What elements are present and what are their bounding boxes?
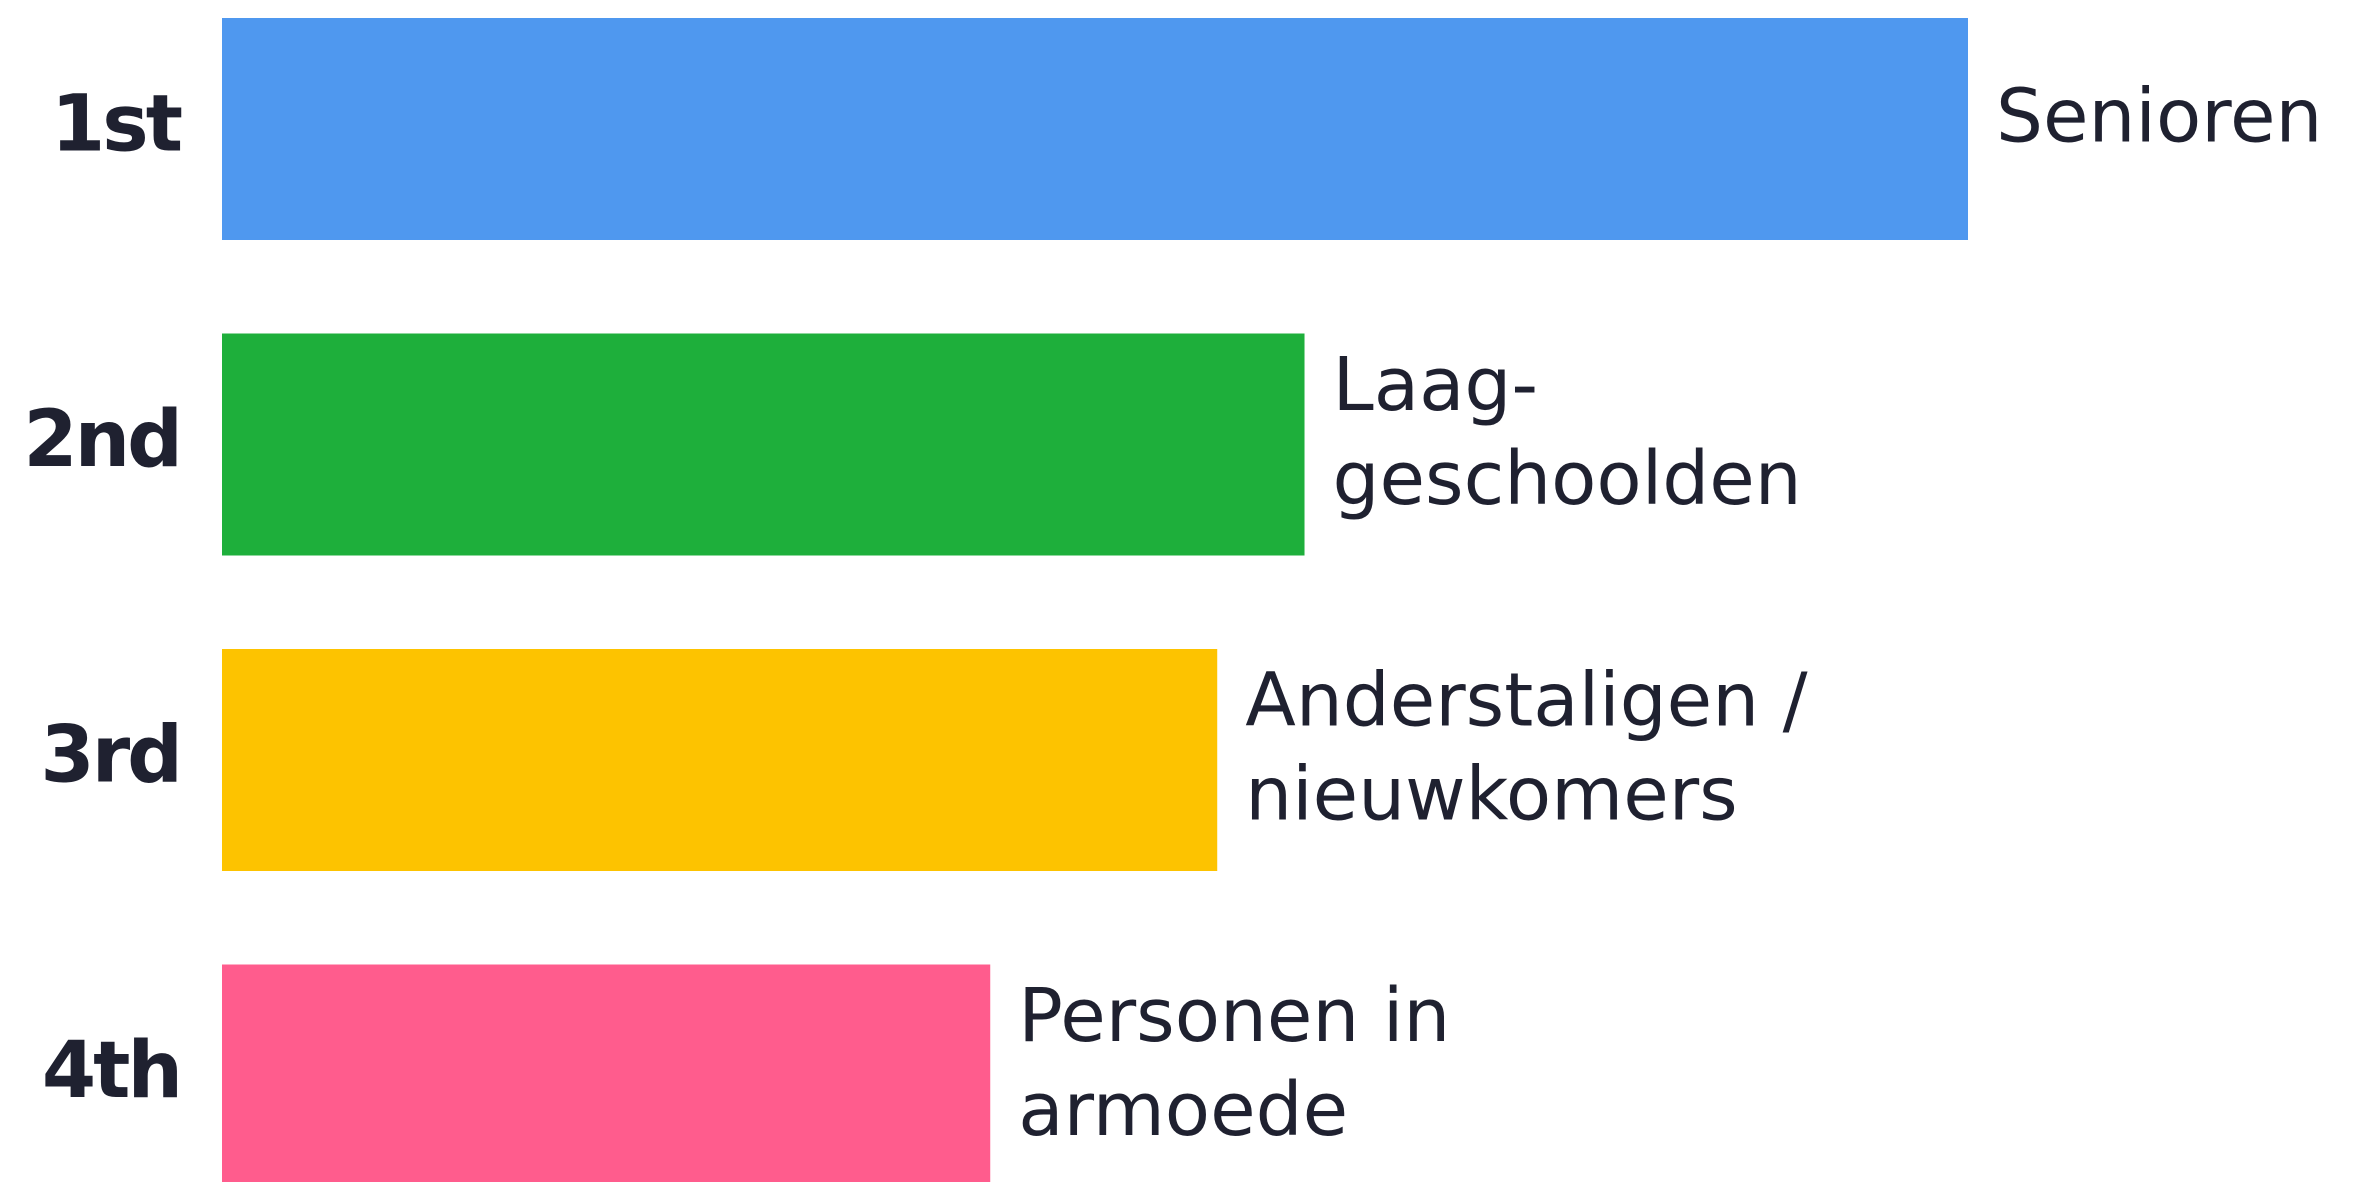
bar-label: armoede <box>1018 1067 1348 1153</box>
bar <box>222 964 991 1182</box>
bar <box>222 18 1968 240</box>
bar-label: Senioren <box>1996 74 2322 160</box>
rank-label: 2nd <box>23 395 180 485</box>
rank-label: 1st <box>51 79 182 169</box>
rank-label: 4th <box>42 1026 180 1116</box>
bar <box>222 333 1305 556</box>
bar-label: nieuwkomers <box>1245 752 1738 838</box>
rank-label: 3rd <box>40 710 180 800</box>
bar <box>222 649 1218 871</box>
bar-label: geschoolden <box>1333 436 1802 522</box>
bar-label: Personen in <box>1018 973 1450 1059</box>
bar-label: Laag- <box>1333 342 1539 428</box>
bar-label: Anderstaligen / <box>1245 658 1807 744</box>
